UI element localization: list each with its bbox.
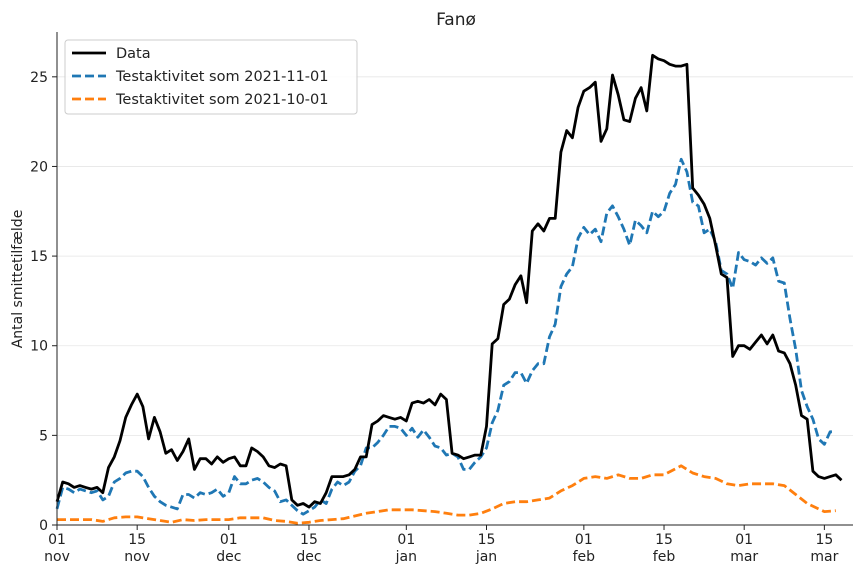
x-tick-label: nov: [124, 549, 150, 565]
y-tick-label: 20: [30, 159, 48, 175]
x-tick-label: jan: [395, 549, 417, 565]
legend-label-test-oct: Testaktivitet som 2021-10-01: [115, 92, 329, 108]
x-tick-label: dec: [216, 549, 241, 565]
x-tick-label: nov: [44, 549, 70, 565]
y-tick-label: 25: [30, 70, 48, 86]
series-line-test-oct: [57, 464, 836, 525]
y-tick-label: 10: [30, 339, 48, 355]
series-line-data: [55, 53, 843, 509]
chart-title: Fanø: [436, 10, 476, 30]
x-tick-label: 15: [655, 532, 673, 548]
y-tick-label: 15: [30, 249, 48, 265]
y-tick-label: 0: [39, 518, 48, 534]
x-tick-label: mar: [810, 549, 838, 565]
x-tick-label: jan: [475, 549, 497, 565]
axes-layer: 051015202501nov15nov01dec15dec01jan15jan…: [30, 32, 853, 565]
legend-frame: [64, 39, 358, 115]
x-tick-label: dec: [296, 549, 321, 565]
y-axis-title: Antal smittetilfælde: [10, 210, 26, 349]
x-tick-label: 01: [397, 532, 415, 548]
x-tick-label: 01: [735, 532, 753, 548]
legend-label-data: Data: [116, 46, 151, 62]
x-tick-label: 01: [575, 532, 593, 548]
x-tick-label: 15: [478, 532, 496, 548]
x-tick-label: 01: [48, 532, 66, 548]
x-tick-label: 15: [815, 532, 833, 548]
legend: Data Testaktivitet som 2021-11-01 Testak…: [64, 39, 358, 115]
x-tick-label: feb: [653, 549, 676, 565]
legend-label-test-nov: Testaktivitet som 2021-11-01: [115, 69, 329, 85]
series-line-test-nov: [55, 157, 836, 516]
x-tick-label: 01: [220, 532, 238, 548]
y-tick-label: 5: [39, 428, 48, 444]
x-tick-label: 15: [128, 532, 146, 548]
x-tick-label: 15: [300, 532, 318, 548]
x-tick-label: feb: [573, 549, 596, 565]
series-layer: [55, 53, 843, 525]
x-tick-label: mar: [730, 549, 758, 565]
